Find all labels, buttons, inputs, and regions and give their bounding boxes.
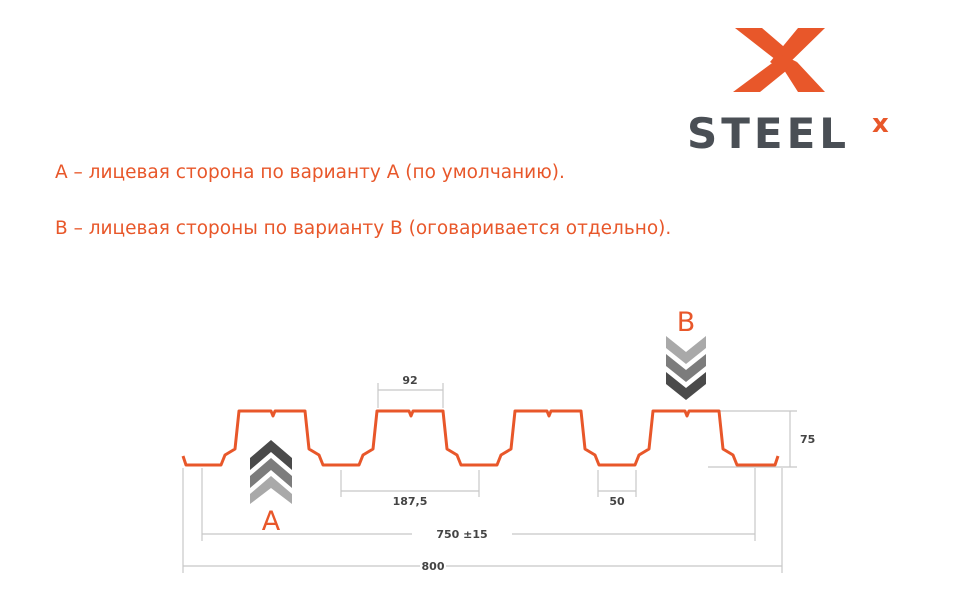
dim-rib-top: 92 bbox=[402, 374, 417, 387]
dim-pitch: 187,5 bbox=[393, 495, 428, 508]
logo-text: STEEL bbox=[687, 109, 850, 158]
dim-working-width: 750 ±15 bbox=[436, 528, 487, 541]
dim-height: 75 bbox=[800, 433, 815, 446]
dim-total-width: 800 bbox=[422, 560, 445, 573]
logo-superscript: x bbox=[872, 109, 889, 139]
logo-x-mark bbox=[733, 28, 825, 92]
side-b-arrow-icon bbox=[666, 336, 706, 400]
note-side-a: A – лицевая сторона по варианту A (по ум… bbox=[55, 162, 565, 183]
steelx-logo: STEEL x bbox=[687, 28, 889, 158]
dim-bottom: 50 bbox=[609, 495, 625, 508]
side-a-arrow-icon bbox=[250, 440, 292, 504]
sheet-profile bbox=[181, 409, 780, 467]
side-a-label: A bbox=[262, 506, 281, 537]
dimension-lines bbox=[182, 383, 797, 573]
note-side-b: B – лицевая стороны по варианту B (огова… bbox=[55, 218, 672, 239]
side-b-label: B bbox=[677, 307, 696, 338]
